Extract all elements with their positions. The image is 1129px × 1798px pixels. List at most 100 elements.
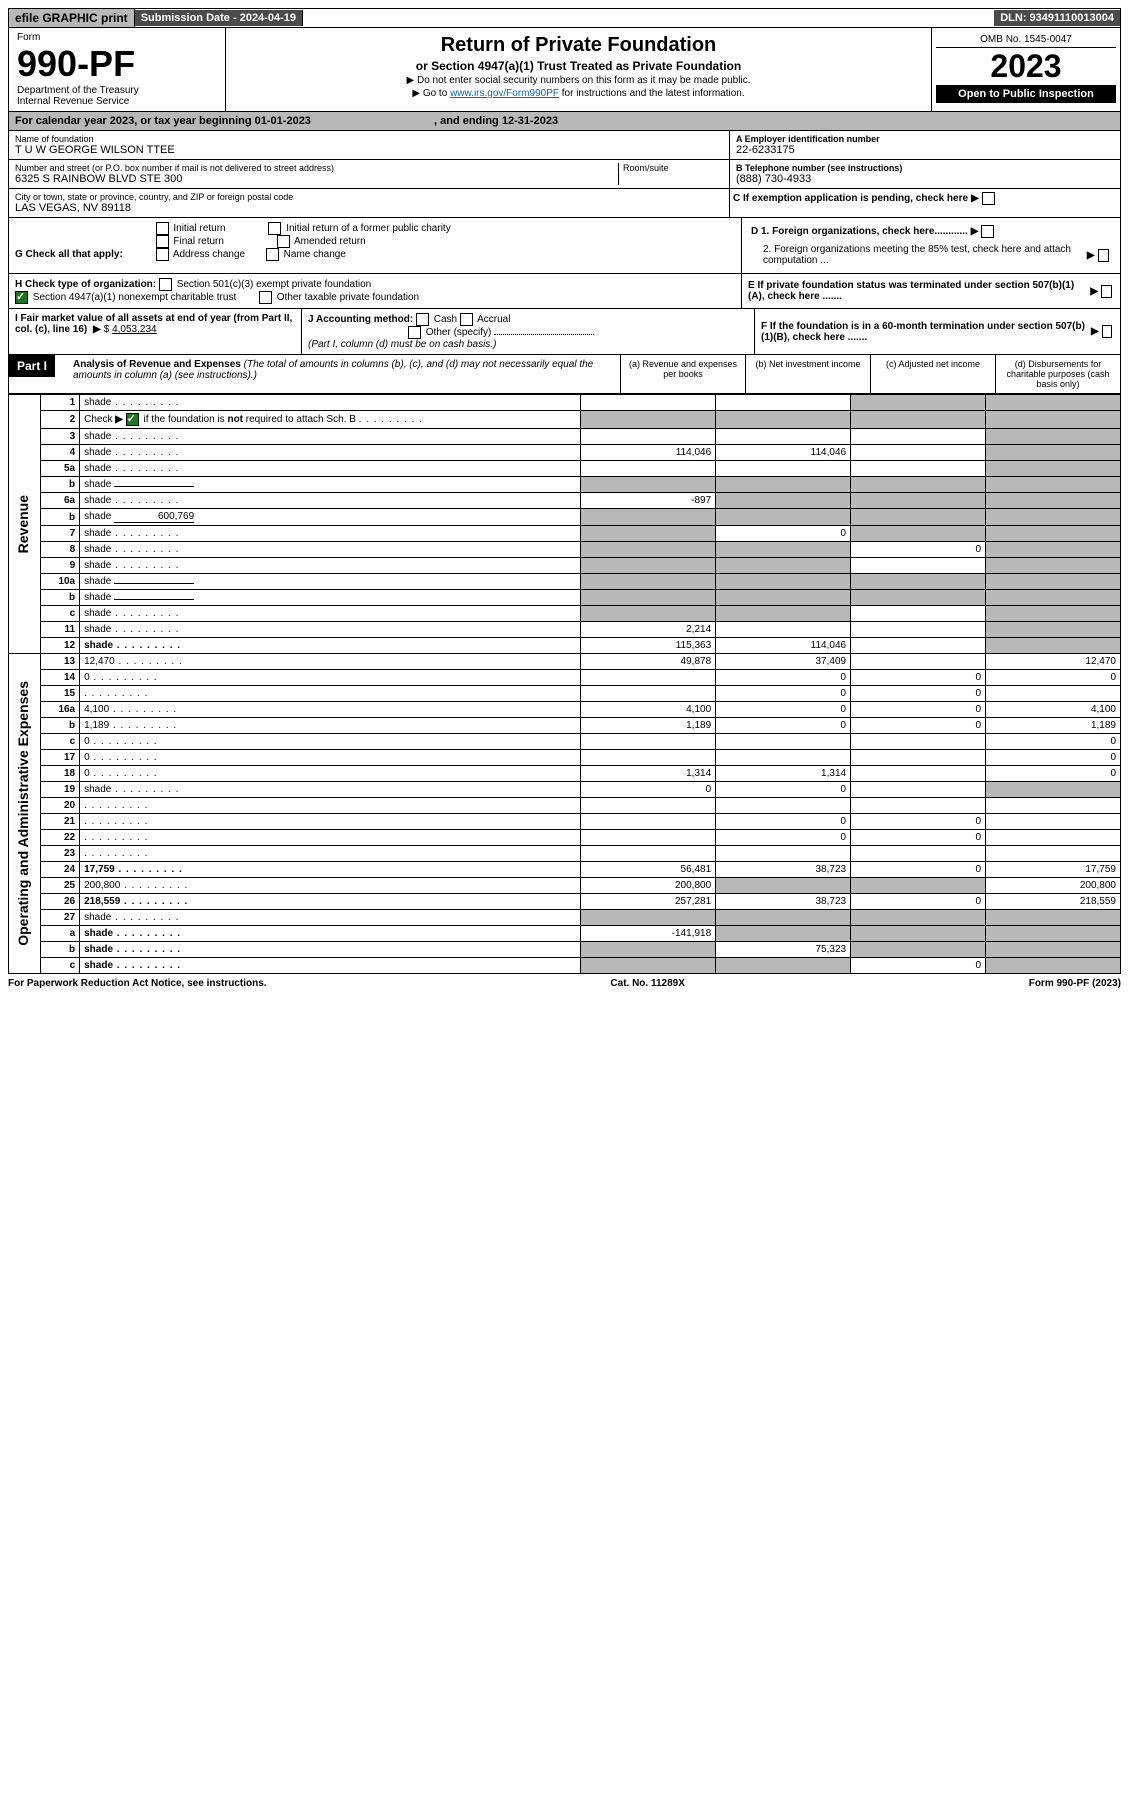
amount-cell-a: 0: [581, 782, 716, 798]
amount-cell-c: [851, 445, 986, 461]
line-description: [80, 686, 581, 702]
amount-cell-d: [986, 814, 1121, 830]
line-number: 11: [41, 622, 80, 638]
amount-cell-d: 1,189: [986, 718, 1121, 734]
line-description: shade: [80, 782, 581, 798]
col-d-header: (d) Disbursements for charitable purpose…: [995, 355, 1120, 393]
h-501c3-checkbox[interactable]: [159, 278, 172, 291]
street-address: 6325 S RAINBOW BLVD STE 300: [15, 173, 618, 185]
info-grid: Name of foundation T U W GEORGE WILSON T…: [8, 131, 1121, 218]
line-number: b: [41, 477, 80, 493]
g-address-change-checkbox[interactable]: [156, 248, 169, 261]
line-number: b: [41, 509, 80, 526]
amount-cell-c: 0: [851, 894, 986, 910]
tax-year: 2023: [936, 48, 1116, 85]
amount-cell-a: [581, 509, 716, 526]
sch-b-checkbox[interactable]: [126, 413, 139, 426]
line-number: 3: [41, 429, 80, 445]
form-title: Return of Private Foundation: [230, 34, 927, 57]
col-b-header: (b) Net investment income: [745, 355, 870, 393]
amount-cell-b: [716, 798, 851, 814]
c-label: C If exemption application is pending, c…: [733, 193, 968, 204]
table-row: 2200: [9, 830, 1121, 846]
line-description: [80, 830, 581, 846]
d1-label: D 1. Foreign organizations, check here..…: [751, 226, 968, 237]
table-row: 1500: [9, 686, 1121, 702]
amount-cell-b: [716, 606, 851, 622]
line-number: 5a: [41, 461, 80, 477]
amount-cell-b: 38,723: [716, 862, 851, 878]
part1-table: Revenue1shade2Check ▶ if the foundation …: [8, 394, 1121, 974]
amount-cell-d: [986, 411, 1121, 429]
line-description: 0: [80, 734, 581, 750]
amount-cell-b: [716, 395, 851, 411]
instr-no-ssn: ▶ Do not enter social security numbers o…: [230, 75, 927, 86]
amount-cell-d: 0: [986, 670, 1121, 686]
amount-cell-b: [716, 590, 851, 606]
efile-badge[interactable]: efile GRAPHIC print: [9, 9, 135, 27]
g-final-return-checkbox[interactable]: [156, 235, 169, 248]
j-cash-checkbox[interactable]: [416, 313, 429, 326]
g-opt-amended: Amended return: [294, 236, 366, 247]
j-accrual-checkbox[interactable]: [460, 313, 473, 326]
amount-cell-a: [581, 477, 716, 493]
dln: DLN: 93491110013004: [994, 10, 1120, 26]
amount-cell-c: 0: [851, 958, 986, 974]
amount-cell-a: [581, 590, 716, 606]
table-row: 8shade0: [9, 542, 1121, 558]
omb-number: OMB No. 1545-0047: [936, 32, 1116, 48]
expenses-side-label: Operating and Administrative Expenses: [13, 671, 33, 956]
amount-cell-b: [716, 622, 851, 638]
tax-year-begin: 01-01-2023: [255, 115, 311, 127]
line-description: 218,559: [80, 894, 581, 910]
line-description: [80, 814, 581, 830]
amount-cell-a: [581, 461, 716, 477]
amount-cell-a: 1,314: [581, 766, 716, 782]
amount-cell-d: [986, 926, 1121, 942]
amount-cell-c: [851, 558, 986, 574]
amount-cell-a: -897: [581, 493, 716, 509]
amount-cell-b: [716, 750, 851, 766]
line-number: 19: [41, 782, 80, 798]
amount-cell-b: [716, 958, 851, 974]
line-number: 25: [41, 878, 80, 894]
d2-checkbox[interactable]: [1098, 249, 1109, 262]
h-4947-checkbox[interactable]: [15, 291, 28, 304]
g-d-row: G Check all that apply: Initial return I…: [8, 218, 1121, 274]
line-description: shade: [80, 461, 581, 477]
amount-cell-a: 114,046: [581, 445, 716, 461]
line-number: b: [41, 590, 80, 606]
ein-value: 22-6233175: [736, 144, 1114, 156]
d1-checkbox[interactable]: [981, 225, 994, 238]
amount-cell-c: [851, 526, 986, 542]
g-initial-return-checkbox[interactable]: [156, 222, 169, 235]
amount-cell-c: [851, 493, 986, 509]
amount-cell-d: 218,559: [986, 894, 1121, 910]
g-amended-checkbox[interactable]: [277, 235, 290, 248]
h-other-checkbox[interactable]: [259, 291, 272, 304]
table-row: 25200,800200,800200,800: [9, 878, 1121, 894]
name-label: Name of foundation: [15, 134, 723, 144]
c-checkbox[interactable]: [982, 192, 995, 205]
j-other-checkbox[interactable]: [408, 326, 421, 339]
table-row: ashade-141,918: [9, 926, 1121, 942]
phone-label: B Telephone number (see instructions): [736, 163, 1114, 173]
g-name-change-checkbox[interactable]: [266, 248, 279, 261]
line-number: c: [41, 734, 80, 750]
tax-year-end: 12-31-2023: [502, 115, 558, 127]
e-checkbox[interactable]: [1101, 285, 1112, 298]
line-number: 27: [41, 910, 80, 926]
amount-cell-b: 0: [716, 814, 851, 830]
line-description: 17,759: [80, 862, 581, 878]
table-row: cshade0: [9, 958, 1121, 974]
line-description: shade: [80, 958, 581, 974]
f-checkbox[interactable]: [1102, 325, 1112, 338]
amount-cell-b: [716, 926, 851, 942]
cal-prefix: For calendar year 2023, or tax year begi…: [15, 115, 255, 127]
amount-cell-b: 0: [716, 526, 851, 542]
form990pf-link[interactable]: www.irs.gov/Form990PF: [450, 88, 559, 99]
g-initial-former-checkbox[interactable]: [268, 222, 281, 235]
room-label: Room/suite: [623, 163, 723, 173]
amount-cell-a: [581, 942, 716, 958]
amount-cell-b: 114,046: [716, 638, 851, 654]
